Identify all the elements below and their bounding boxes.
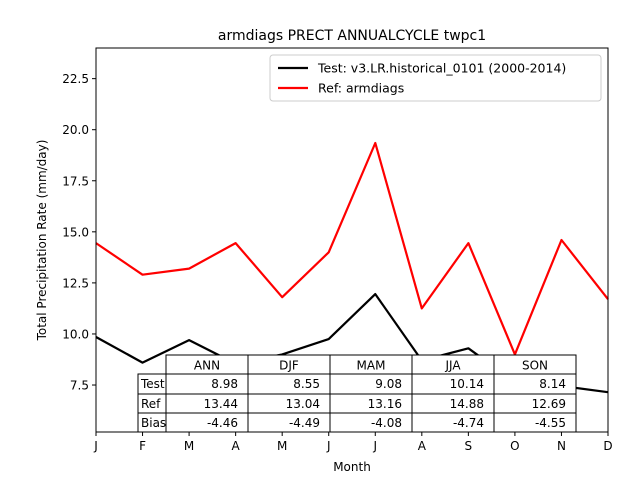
table-cell-value: 9.08: [375, 377, 402, 391]
x-tick-label: M: [184, 439, 194, 453]
legend-box: [269, 54, 602, 102]
x-tick-label: F: [139, 439, 146, 453]
table-row-label: Bias: [141, 416, 166, 430]
x-tick-label: A: [418, 439, 427, 453]
table-cell-value: 13.16: [368, 397, 402, 411]
table-cell-value: -4.55: [535, 416, 566, 430]
x-tick-label: A: [232, 439, 241, 453]
table-cell-value: 13.44: [204, 397, 238, 411]
x-tick-label: N: [557, 439, 566, 453]
table-cell-value: 8.14: [539, 377, 566, 391]
plot-frame: [95, 47, 609, 433]
table-cell-value: 13.04: [286, 397, 320, 411]
x-tick-label: D: [603, 439, 612, 453]
table-cell-value: -4.49: [289, 416, 320, 430]
x-tick-label: J: [326, 439, 331, 453]
table-row-label: Test: [140, 377, 165, 391]
table-header-ann: ANN: [194, 359, 220, 373]
y-tick-label: 12.5: [62, 276, 89, 290]
y-tick-label: 22.5: [62, 72, 89, 86]
x-tick-label: M: [277, 439, 287, 453]
x-tick-label: O: [510, 439, 519, 453]
legend-ref-label: Ref: armdiags: [318, 81, 404, 96]
table-cell-value: -4.46: [207, 416, 238, 430]
table-header-mam: MAM: [357, 359, 386, 373]
chart-title: armdiags PRECT ANNUALCYCLE twpc1: [218, 28, 486, 44]
y-axis-label: Total Precipitation Rate (mm/day): [35, 140, 49, 342]
table-cell-value: -4.08: [371, 416, 402, 430]
table-row-label: Ref: [141, 397, 161, 411]
table-header-jja: JJA: [444, 359, 461, 373]
y-tick-label: 15.0: [62, 225, 89, 239]
x-tick-label: J: [93, 439, 98, 453]
x-tick-label: J: [372, 439, 377, 453]
y-tick-label: 7.5: [70, 379, 89, 393]
table-cell-value: 10.14: [450, 377, 484, 391]
table-cell-value: -4.74: [453, 416, 484, 430]
y-tick-label: 17.5: [62, 174, 89, 188]
table-cell-value: 8.55: [293, 377, 320, 391]
table-cell-value: 8.98: [211, 377, 238, 391]
table-header-djf: DJF: [279, 359, 299, 373]
y-tick-label: 10.0: [62, 327, 89, 341]
x-tick-label: S: [465, 439, 473, 453]
table-cell-value: 14.88: [450, 397, 484, 411]
ref-series-line: [95, 141, 609, 356]
legend-test-label: Test: v3.LR.historical_0101 (2000-2014): [317, 61, 566, 76]
x-axis-label: Month: [333, 460, 371, 474]
y-tick-label: 20.0: [62, 123, 89, 137]
table-header-son: SON: [522, 359, 548, 373]
table-cell-value: 12.69: [532, 397, 566, 411]
